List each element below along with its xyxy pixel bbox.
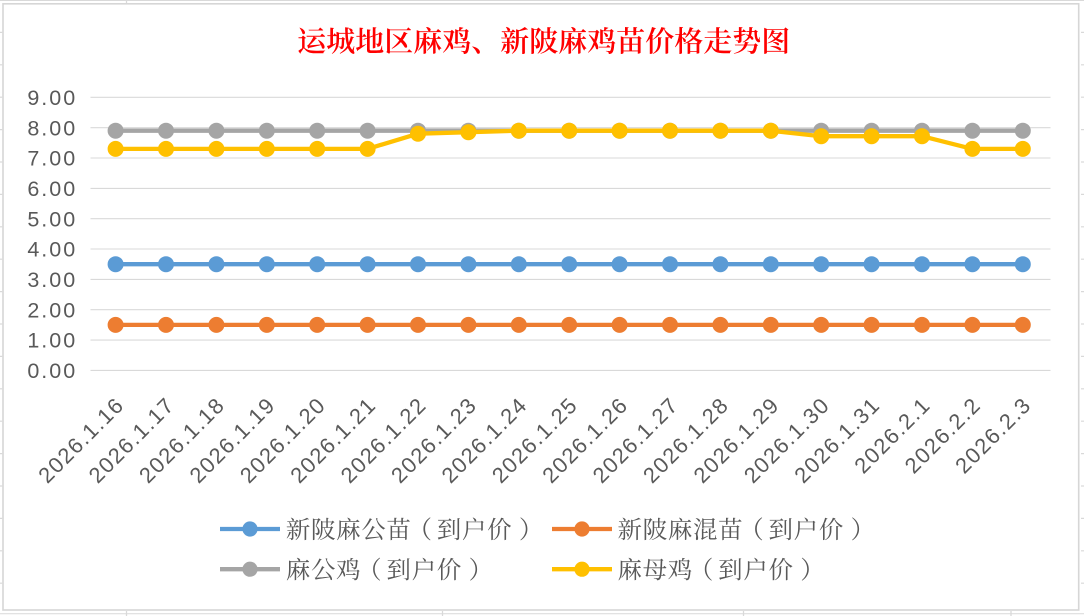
svg-text:5.00: 5.00 — [27, 207, 77, 231]
svg-text:4.00: 4.00 — [27, 238, 77, 262]
svg-text:7.00: 7.00 — [27, 147, 77, 171]
svg-text:8.00: 8.00 — [27, 116, 77, 140]
svg-text:0.00: 0.00 — [27, 359, 77, 383]
svg-text:9.00: 9.00 — [27, 86, 77, 110]
svg-text:3.00: 3.00 — [27, 268, 77, 292]
svg-text:1.00: 1.00 — [27, 329, 77, 353]
svg-text:6.00: 6.00 — [27, 177, 77, 201]
svg-text:2.00: 2.00 — [27, 298, 77, 322]
